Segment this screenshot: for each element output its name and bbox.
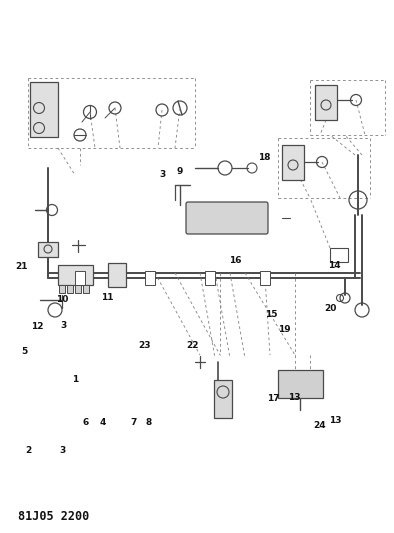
- Text: 22: 22: [186, 341, 199, 350]
- Text: 17: 17: [268, 394, 280, 403]
- Text: 21: 21: [15, 262, 28, 271]
- Text: 1: 1: [72, 375, 78, 384]
- Text: 19: 19: [278, 325, 291, 334]
- Text: 2: 2: [25, 446, 32, 455]
- Text: 3: 3: [59, 446, 65, 455]
- Text: 24: 24: [314, 421, 326, 430]
- Text: 6: 6: [83, 418, 89, 427]
- Bar: [214, 380, 232, 418]
- Text: 18: 18: [258, 153, 271, 161]
- Bar: [330, 248, 348, 262]
- Text: 20: 20: [324, 304, 336, 312]
- Bar: [145, 271, 155, 285]
- Text: 10: 10: [56, 295, 69, 304]
- Text: 8: 8: [146, 418, 152, 427]
- Bar: [205, 271, 215, 285]
- Text: 13: 13: [288, 393, 301, 401]
- Bar: [315, 85, 337, 120]
- Bar: [59, 285, 65, 293]
- Bar: [108, 263, 126, 287]
- Text: 4: 4: [100, 418, 106, 427]
- Text: 81J05 2200: 81J05 2200: [18, 510, 89, 523]
- Bar: [67, 285, 73, 293]
- Bar: [260, 271, 270, 285]
- Text: 13: 13: [329, 416, 342, 424]
- Bar: [75, 285, 81, 293]
- FancyBboxPatch shape: [186, 202, 268, 234]
- Text: 3: 3: [159, 171, 165, 179]
- Text: 3: 3: [61, 321, 67, 329]
- Text: 16: 16: [229, 256, 242, 264]
- Bar: [38, 242, 58, 257]
- Text: 14: 14: [328, 261, 340, 270]
- Bar: [30, 82, 58, 137]
- Bar: [75, 271, 85, 285]
- Text: 11: 11: [101, 293, 113, 302]
- Bar: [83, 285, 89, 293]
- Bar: [58, 265, 93, 285]
- Bar: [282, 145, 304, 180]
- Bar: [278, 370, 323, 398]
- Text: 5: 5: [21, 348, 28, 356]
- Text: 15: 15: [265, 310, 277, 319]
- Text: 12: 12: [31, 322, 44, 330]
- Text: 23: 23: [139, 341, 151, 350]
- Text: 9: 9: [176, 167, 182, 176]
- Text: 7: 7: [130, 418, 136, 427]
